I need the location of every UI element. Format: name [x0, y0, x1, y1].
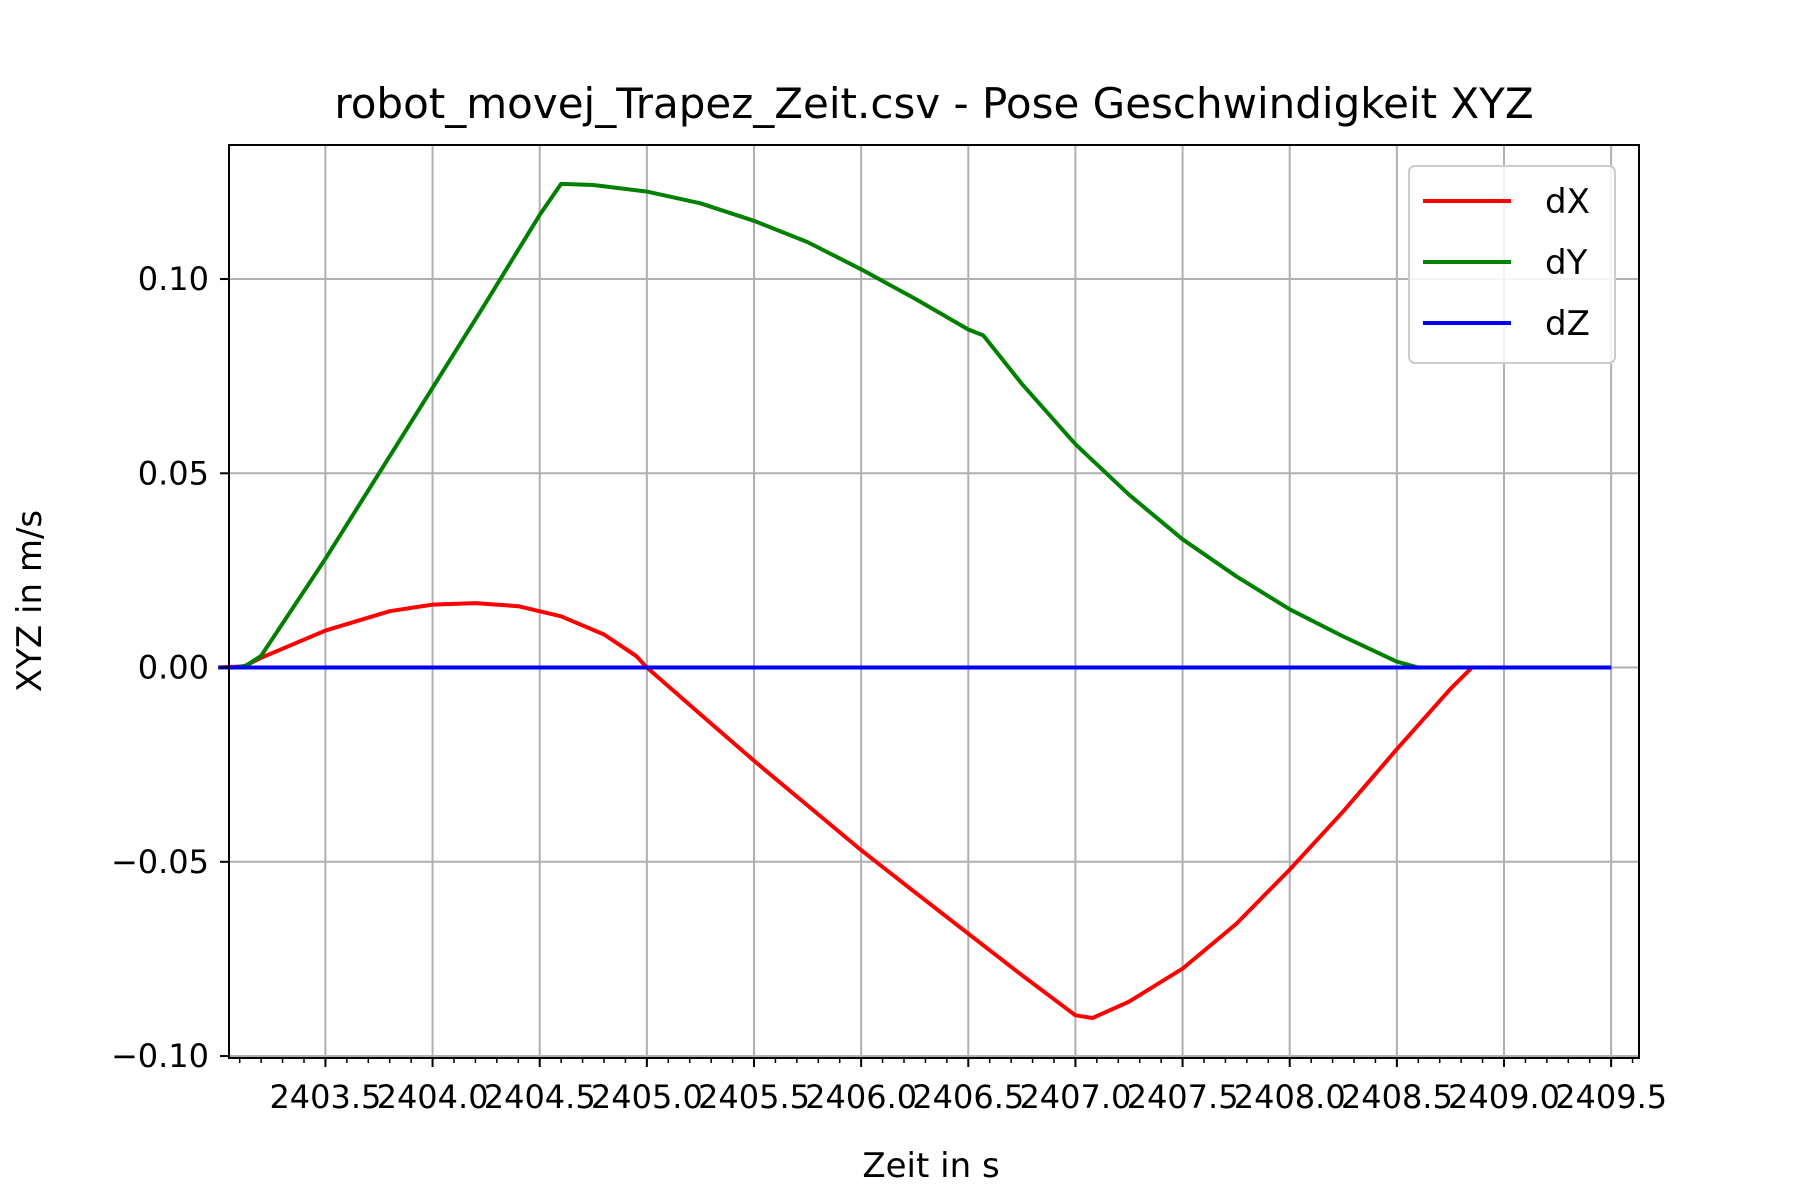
chart-title: robot_movej_Trapez_Zeit.csv - Pose Gesch…	[334, 79, 1533, 128]
x-axis-label: Zeit in s	[862, 1146, 999, 1186]
x-tick-label: 2407.5	[1127, 1078, 1239, 1116]
x-tick-label: 2404.5	[484, 1078, 596, 1116]
x-tick-label: 2405.0	[591, 1078, 703, 1116]
legend-label-dx: dX	[1545, 182, 1590, 222]
plot-frame	[228, 144, 1640, 1059]
legend-label-dz: dZ	[1545, 304, 1590, 344]
x-tick-label: 2408.0	[1234, 1078, 1346, 1116]
legend-label-dy: dY	[1545, 243, 1588, 283]
y-tick-label: 0.10	[138, 260, 209, 298]
x-tick-label: 2404.0	[377, 1078, 489, 1116]
legend-box	[1408, 165, 1616, 364]
series-layer	[218, 181, 1612, 1020]
y-tick-label: −0.05	[111, 843, 209, 881]
x-tick-label: 2406.0	[805, 1078, 917, 1116]
series-line-dx	[218, 601, 1612, 1020]
series-line-dy	[218, 181, 1612, 670]
x-tick-label: 2408.5	[1341, 1078, 1453, 1116]
y-tick-label: 0.05	[138, 454, 209, 492]
legend: dX dY dZ	[1408, 165, 1616, 364]
x-tick-label: 2409.5	[1555, 1078, 1667, 1116]
ticks: 2403.52404.02404.52405.02405.52406.02406…	[111, 260, 1667, 1116]
x-tick-label: 2405.5	[698, 1078, 810, 1116]
y-tick-label: −0.10	[111, 1037, 209, 1075]
x-tick-label: 2406.5	[912, 1078, 1024, 1116]
x-tick-label: 2409.0	[1448, 1078, 1560, 1116]
x-tick-label: 2407.0	[1019, 1078, 1131, 1116]
x-tick-label: 2403.5	[269, 1078, 381, 1116]
y-axis-label: XYZ in m/s	[10, 510, 50, 692]
y-tick-label: 0.00	[138, 649, 209, 687]
